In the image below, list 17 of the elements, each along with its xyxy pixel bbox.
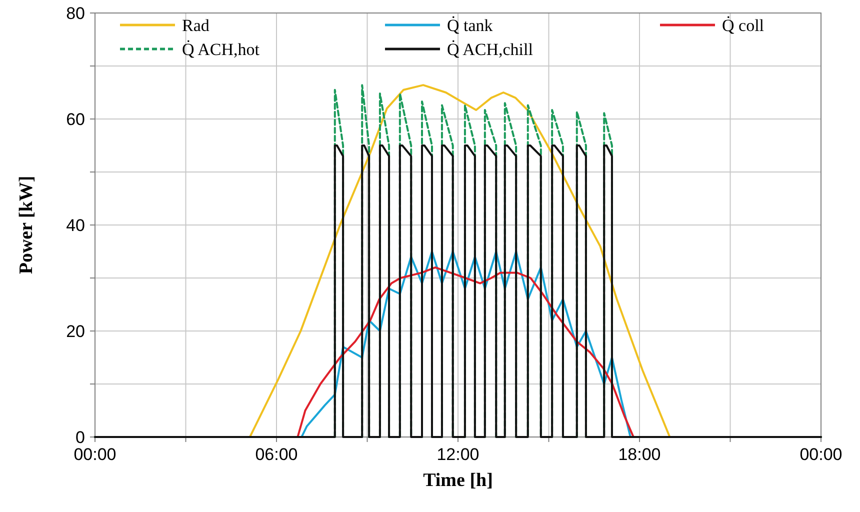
- x-tick-label: 00:00: [800, 445, 842, 464]
- y-tick-label: 80: [66, 4, 85, 23]
- y-tick-label: 0: [76, 428, 85, 447]
- legend-label: Q̇ coll: [722, 16, 764, 35]
- x-tick-label: 12:00: [436, 445, 480, 464]
- x-tick-label: 06:00: [255, 445, 298, 464]
- x-tick-label: 18:00: [618, 445, 661, 464]
- legend-label: Q̇ ACH,chill: [447, 40, 534, 59]
- y-tick-label: 20: [66, 322, 85, 341]
- legend-label: Rad: [182, 16, 210, 35]
- legend-label: Q̇ ACH,hot: [182, 40, 260, 59]
- x-tick-label: 00:00: [74, 445, 116, 464]
- y-tick-label: 60: [66, 110, 85, 129]
- y-tick-label: 40: [66, 216, 85, 235]
- legend-label: Q̇ tank: [447, 16, 494, 35]
- x-axis-title: Time [h]: [423, 470, 493, 491]
- y-axis-title: Power [kW]: [16, 176, 37, 274]
